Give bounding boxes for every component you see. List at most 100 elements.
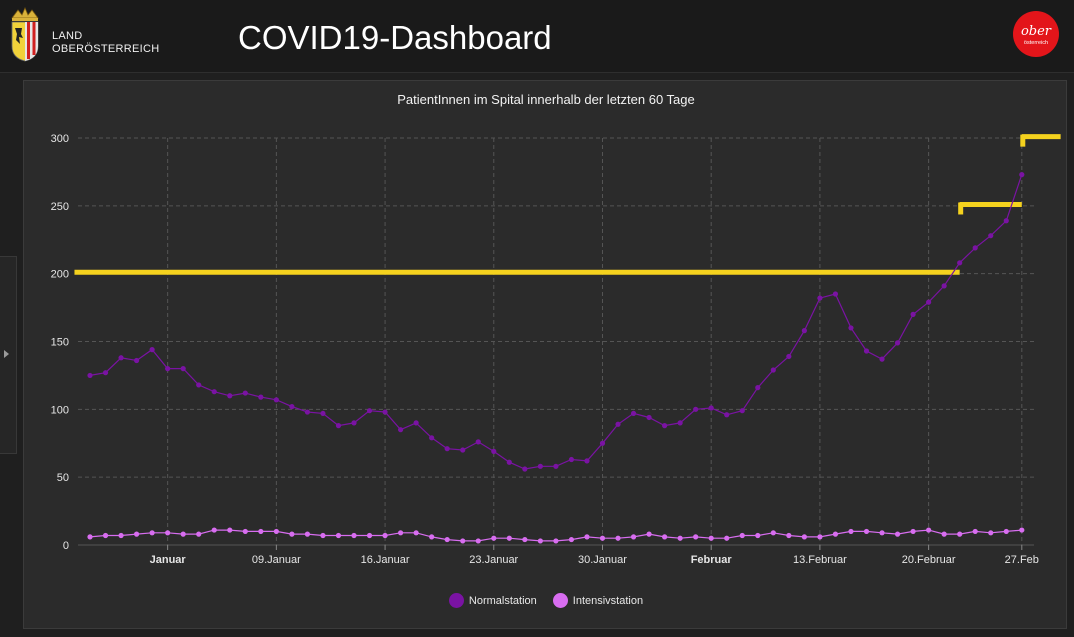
data-point-normalstation xyxy=(739,408,745,414)
data-point-normalstation xyxy=(444,446,450,452)
data-point-intensivstation xyxy=(708,535,714,541)
y-tick-label: 0 xyxy=(63,540,69,552)
data-point-intensivstation xyxy=(755,532,761,539)
legend-swatch-normalstation xyxy=(448,593,464,608)
legend-swatch-intensivstation xyxy=(552,593,568,608)
data-point-normalstation xyxy=(289,404,295,410)
sidebar-toggle[interactable] xyxy=(0,256,17,454)
data-point-normalstation xyxy=(848,325,854,331)
data-point-intensivstation xyxy=(165,530,171,536)
data-point-intensivstation xyxy=(87,534,93,540)
x-tick-label: 16.Januar xyxy=(361,554,410,566)
oberoesterreich-logo[interactable]: ober österreich xyxy=(1013,11,1059,57)
data-point-intensivstation xyxy=(1019,527,1025,533)
data-point-intensivstation xyxy=(786,532,792,539)
data-point-normalstation xyxy=(693,406,699,412)
data-point-normalstation xyxy=(413,420,419,426)
state-name: LAND OBERÖSTERREICH xyxy=(52,30,160,56)
logo-text-bottom: österreich xyxy=(1024,40,1048,46)
data-point-normalstation xyxy=(584,458,590,464)
data-point-intensivstation xyxy=(863,528,870,535)
data-point-normalstation xyxy=(646,414,652,421)
data-point-normalstation xyxy=(335,423,342,429)
data-point-normalstation xyxy=(615,421,621,427)
y-tick-label: 50 xyxy=(57,472,69,484)
data-point-normalstation xyxy=(211,389,217,395)
series-line-normalstation xyxy=(89,174,1023,470)
data-point-intensivstation xyxy=(568,536,575,543)
data-point-normalstation xyxy=(599,440,606,446)
y-tick-label: 200 xyxy=(51,269,69,281)
x-tick-label: 09.Januar xyxy=(252,554,301,566)
data-point-normalstation xyxy=(724,412,730,418)
legend-item-intensivstation[interactable]: Intensivstation xyxy=(552,593,643,608)
data-point-intensivstation xyxy=(926,527,932,533)
data-point-intensivstation xyxy=(522,536,528,543)
data-point-normalstation xyxy=(506,459,512,465)
data-point-normalstation xyxy=(180,366,186,372)
data-point-intensivstation xyxy=(227,527,233,533)
data-point-intensivstation xyxy=(429,534,435,540)
data-point-normalstation xyxy=(118,355,124,361)
data-point-normalstation xyxy=(832,291,839,297)
data-point-intensivstation xyxy=(196,531,202,537)
data-point-normalstation xyxy=(320,410,326,417)
data-point-normalstation xyxy=(537,463,543,469)
data-point-intensivstation xyxy=(1003,528,1009,535)
data-point-normalstation xyxy=(133,357,140,364)
data-point-intensivstation xyxy=(475,538,481,544)
data-point-normalstation xyxy=(165,366,171,372)
data-point-intensivstation xyxy=(289,531,295,537)
data-point-normalstation xyxy=(941,283,947,289)
data-point-normalstation xyxy=(770,367,776,373)
page-title: COVID19-Dashboard xyxy=(238,19,552,56)
data-point-normalstation xyxy=(87,372,93,379)
data-point-normalstation xyxy=(801,328,807,334)
x-tick-label: Januar xyxy=(150,554,187,566)
data-point-intensivstation xyxy=(817,534,823,540)
legend-item-normalstation[interactable]: Normalstation xyxy=(448,593,537,608)
x-tick-label: 23.Januar xyxy=(469,554,518,566)
y-tick-label: 250 xyxy=(51,201,69,213)
data-point-normalstation xyxy=(553,463,559,469)
data-point-normalstation xyxy=(568,456,575,463)
data-point-normalstation xyxy=(522,466,528,472)
coat-of-arms-icon xyxy=(11,6,39,62)
data-point-normalstation xyxy=(102,370,109,376)
data-point-normalstation xyxy=(755,385,761,391)
data-point-intensivstation xyxy=(304,531,311,537)
chevron-right-icon xyxy=(4,350,9,358)
data-point-normalstation xyxy=(227,393,233,399)
data-point-normalstation xyxy=(786,353,792,360)
data-point-normalstation xyxy=(910,311,916,317)
data-point-normalstation xyxy=(988,233,994,239)
data-point-intensivstation xyxy=(724,535,730,541)
data-point-normalstation xyxy=(708,405,714,411)
data-point-normalstation xyxy=(957,260,963,266)
x-tick-label: 30.Januar xyxy=(578,554,627,566)
y-tick-label: 150 xyxy=(51,337,69,349)
data-point-intensivstation xyxy=(351,532,357,539)
data-point-intensivstation xyxy=(677,535,683,541)
data-point-intensivstation xyxy=(398,530,404,536)
data-point-normalstation xyxy=(351,420,357,426)
data-point-intensivstation xyxy=(832,531,839,537)
data-point-intensivstation xyxy=(211,527,217,533)
data-point-intensivstation xyxy=(491,535,497,541)
state-name-line1: LAND xyxy=(52,30,83,42)
data-point-intensivstation xyxy=(646,531,652,537)
data-point-intensivstation xyxy=(879,530,885,536)
data-point-intensivstation xyxy=(801,534,807,540)
data-point-intensivstation xyxy=(553,538,559,544)
x-tick-label: Februar xyxy=(691,554,733,566)
data-point-normalstation xyxy=(863,348,870,354)
data-point-intensivstation xyxy=(242,528,248,535)
data-point-intensivstation xyxy=(335,532,342,539)
y-tick-label: 300 xyxy=(51,133,69,145)
chart-legend: Normalstation Intensivstation xyxy=(24,593,1068,608)
data-point-normalstation xyxy=(662,423,668,429)
data-point-intensivstation xyxy=(693,534,699,540)
data-point-intensivstation xyxy=(258,528,264,535)
data-point-normalstation xyxy=(926,299,932,305)
data-point-intensivstation xyxy=(102,532,109,539)
